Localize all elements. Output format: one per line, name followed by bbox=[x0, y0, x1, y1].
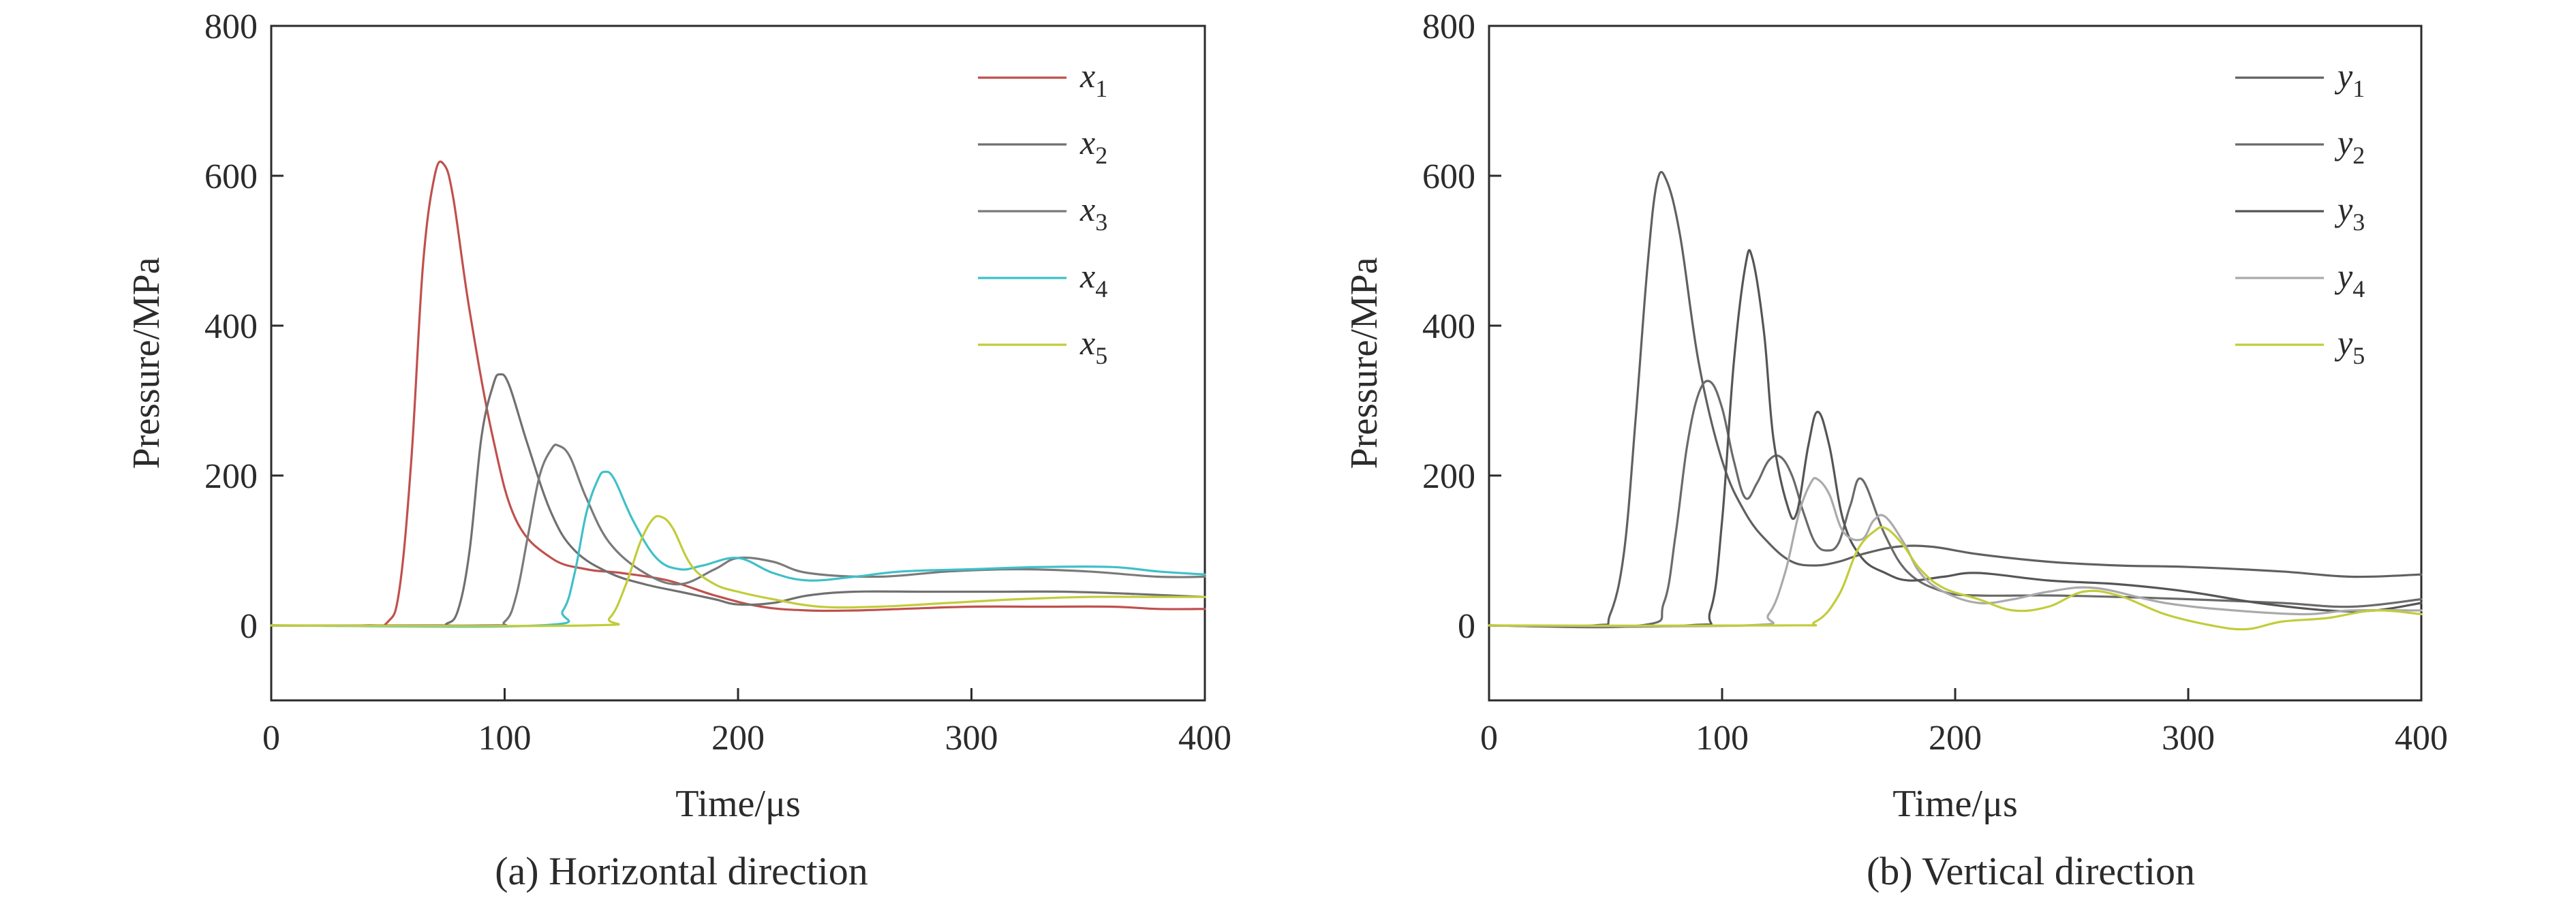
y-tick-label: 800 bbox=[204, 7, 258, 46]
series-line-y4 bbox=[1488, 477, 2423, 627]
series-line-y1 bbox=[1488, 170, 2423, 627]
y-tick-label: 200 bbox=[1422, 457, 1475, 496]
y-tick-label: 800 bbox=[1422, 7, 1475, 46]
y-tick-label: 600 bbox=[1422, 157, 1475, 196]
series-line-x4 bbox=[270, 470, 1206, 628]
x-tick-label: 100 bbox=[478, 719, 532, 758]
legend-entry: y2 bbox=[2334, 123, 2365, 169]
y-tick-label: 200 bbox=[204, 457, 258, 496]
y-axis-label: Pressure/MPa bbox=[1343, 257, 1385, 469]
x-axis-label: Time/μs bbox=[675, 783, 801, 825]
legend-entry: y3 bbox=[2334, 190, 2365, 236]
y-tick-label: 0 bbox=[240, 607, 258, 646]
series-line-y2 bbox=[1488, 379, 2423, 629]
x-tick-label: 400 bbox=[2395, 719, 2448, 758]
panel-horizontal-direction: 0 200 400 600 800 0 100 200 300 400 Time/μs Pressur… bbox=[125, 7, 1231, 893]
x-tick-label: 300 bbox=[945, 719, 998, 758]
legend-entry: x3 bbox=[1079, 190, 1107, 236]
x-axis-label: Time/μs bbox=[1892, 783, 2018, 825]
x-tick-label: 200 bbox=[711, 719, 765, 758]
legend-entry: x2 bbox=[1079, 123, 1107, 169]
plot-frame bbox=[270, 25, 1206, 702]
series-line-y3 bbox=[1488, 249, 2423, 628]
series-line-x5 bbox=[270, 514, 1206, 627]
x-tick-label: 200 bbox=[1929, 719, 1982, 758]
x-tick-label: 0 bbox=[1480, 719, 1498, 758]
y-tick-label: 600 bbox=[204, 157, 258, 196]
x-tick-label: 400 bbox=[1178, 719, 1231, 758]
y-tick-label: 400 bbox=[204, 307, 258, 346]
legend-entry: y5 bbox=[2334, 324, 2365, 369]
legend-entry: y4 bbox=[2334, 257, 2365, 302]
x-tick-label: 300 bbox=[2162, 719, 2215, 758]
legend-entry: y1 bbox=[2334, 57, 2365, 102]
y-axis-label: Pressure/MPa bbox=[125, 257, 168, 469]
y-tick-label: 400 bbox=[1422, 307, 1475, 346]
series-line-y5 bbox=[1488, 526, 2423, 631]
legend-entry: x5 bbox=[1079, 324, 1107, 369]
x-tick-label: 100 bbox=[1696, 719, 1749, 758]
legend-entry: x1 bbox=[1079, 57, 1107, 102]
panel-caption: (b) Vertical direction bbox=[1867, 849, 2195, 893]
panel-caption: (a) Horizontal direction bbox=[495, 849, 868, 893]
series-line-x2 bbox=[270, 373, 1206, 627]
y-tick-label: 0 bbox=[1458, 607, 1475, 646]
series-line-x1 bbox=[270, 160, 1206, 627]
legend-entry: x4 bbox=[1079, 257, 1107, 302]
x-tick-label: 0 bbox=[262, 719, 280, 758]
panel-vertical-direction: 0 200 400 600 800 0 100 200 300 400 Time/μs Pressur… bbox=[1343, 7, 2448, 893]
plot-frame bbox=[1488, 25, 2423, 702]
